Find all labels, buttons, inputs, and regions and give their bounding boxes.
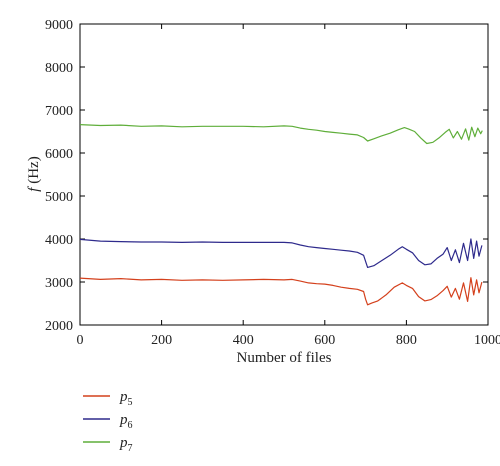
y-tick-label: 5000 <box>45 190 73 205</box>
x-tick-label: 0 <box>77 333 84 348</box>
series-lines <box>79 124 483 306</box>
y-tick-label: 4000 <box>45 233 73 248</box>
y-axis-ticks: 2000 3000 4000 5000 6000 7000 8000 9000 <box>45 18 488 334</box>
x-tick-label: 600 <box>314 333 335 348</box>
series-line-p6 <box>79 238 483 268</box>
y-tick-label: 3000 <box>45 276 73 291</box>
legend: p5 p6 p7 <box>83 389 133 454</box>
y-tick-label: 9000 <box>45 18 73 33</box>
y-axis-title: f (Hz) <box>26 156 42 191</box>
legend-label-p6: p6 <box>119 412 133 431</box>
x-tick-label: 800 <box>396 333 417 348</box>
legend-label-p7: p7 <box>119 435 133 454</box>
x-tick-label: 1000 <box>474 333 500 348</box>
x-axis-ticks: 0 200 400 600 800 1000 <box>77 24 500 348</box>
series-line-p7 <box>79 124 483 145</box>
x-axis-title: Number of files <box>237 350 332 366</box>
y-axis-unit: (Hz) <box>26 156 42 187</box>
legend-label-p5: p5 <box>119 389 133 408</box>
y-axis-variable: f <box>26 186 42 192</box>
y-tick-label: 2000 <box>45 319 73 334</box>
y-tick-label: 8000 <box>45 61 73 76</box>
y-tick-label: 6000 <box>45 147 73 162</box>
x-tick-label: 400 <box>233 333 254 348</box>
x-tick-label: 200 <box>151 333 172 348</box>
series-line-p5 <box>79 277 483 306</box>
plot-frame <box>79 23 489 326</box>
y-tick-label: 7000 <box>45 104 73 119</box>
